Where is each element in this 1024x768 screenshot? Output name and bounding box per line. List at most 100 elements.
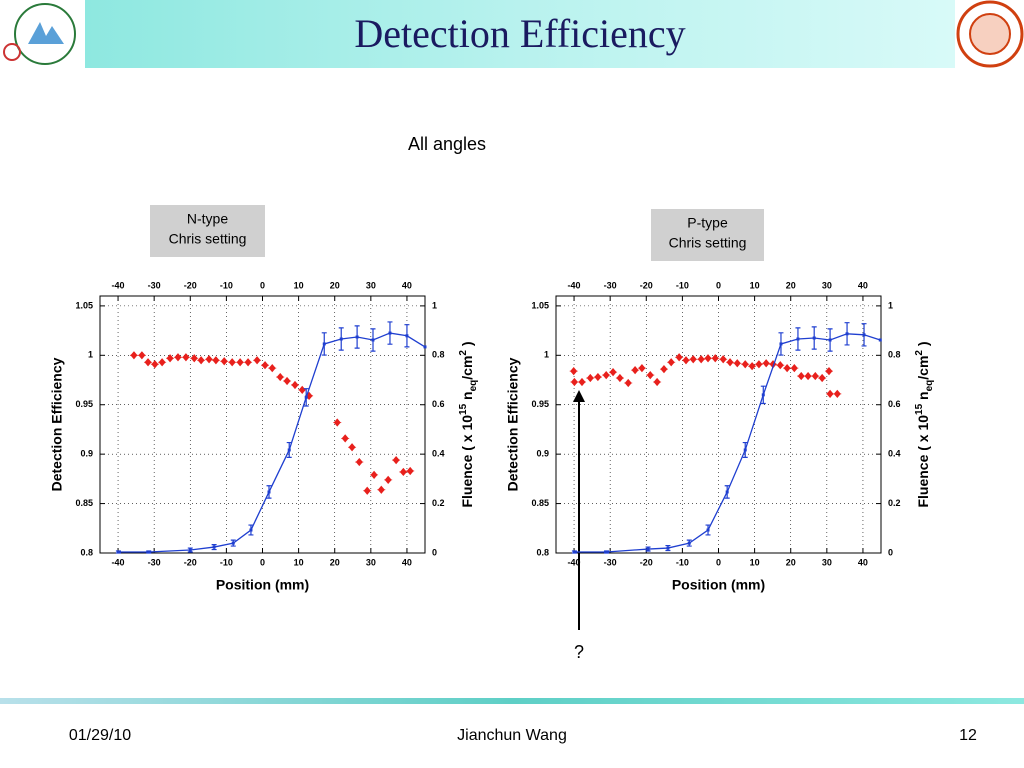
marker <box>339 337 343 341</box>
series-line <box>574 333 881 553</box>
x-top-tick-label: -10 <box>220 280 233 290</box>
footer-author: Jianchun Wang <box>457 727 567 744</box>
footer-date: 01/29/10 <box>69 727 131 744</box>
label-text: Chris setting <box>669 235 747 251</box>
marker <box>371 338 375 342</box>
x-tick-label: -10 <box>220 557 233 567</box>
y2-tick-label: 0.6 <box>432 399 445 409</box>
marker <box>818 373 827 383</box>
marker <box>406 466 415 476</box>
marker <box>804 371 813 381</box>
y2-tick-label: 0.6 <box>888 399 901 409</box>
x-top-tick-label: 0 <box>716 280 721 290</box>
x-tick-label: 20 <box>330 557 340 567</box>
x-tick-label: 0 <box>716 557 721 567</box>
series-line <box>118 332 426 553</box>
marker <box>609 367 618 377</box>
marker <box>631 366 640 375</box>
marker <box>593 372 602 382</box>
series <box>569 353 842 398</box>
marker <box>333 418 342 427</box>
series <box>129 351 415 495</box>
marker <box>228 358 237 367</box>
y2-axis-label-part: 2 <box>458 350 469 356</box>
marker <box>355 457 364 467</box>
x-tick-label: 20 <box>786 557 796 567</box>
x-tick-label: 40 <box>402 557 412 567</box>
marker <box>322 342 326 346</box>
y2-axis-label-part: 15 <box>458 403 469 415</box>
marker <box>796 337 800 341</box>
marker <box>253 356 262 365</box>
marker <box>578 377 586 387</box>
label-text: P-type <box>687 215 728 231</box>
x-tick-label: -30 <box>604 557 617 567</box>
x-top-tick-label: 40 <box>402 280 412 290</box>
y2-axis-label-part: ) <box>915 341 931 350</box>
marker <box>704 354 713 363</box>
marker <box>646 547 650 551</box>
x-top-tick-label: 30 <box>822 280 832 290</box>
x-top-tick-label: -30 <box>604 280 617 290</box>
x-tick-label: 10 <box>750 557 760 567</box>
marker <box>697 355 706 364</box>
marker <box>667 358 676 367</box>
marker <box>287 448 291 452</box>
marker <box>762 359 771 368</box>
label-box <box>150 205 265 257</box>
header-band <box>85 0 955 68</box>
series <box>115 321 427 554</box>
x-top-tick-label: 20 <box>330 280 340 290</box>
y2-axis-label-part: n <box>915 391 931 403</box>
marker <box>190 354 199 363</box>
marker <box>423 345 427 349</box>
x-tick-label: -20 <box>640 557 653 567</box>
marker <box>790 364 799 373</box>
y-tick-label: 1.05 <box>531 300 549 310</box>
arrow-head <box>573 390 585 402</box>
y-tick-label: 1 <box>544 350 549 360</box>
y-tick-label: 0.8 <box>536 547 549 557</box>
y2-axis-label: Fluence ( x 1015 neq/cm2 ) <box>914 341 935 507</box>
subtitle: All angles <box>408 134 486 154</box>
y-tick-label: 0.9 <box>536 449 549 459</box>
marker <box>137 351 146 360</box>
y-tick-label: 0.85 <box>531 498 549 508</box>
marker <box>826 389 835 398</box>
marker <box>399 467 408 477</box>
y2-axis-label-part: 2 <box>914 350 925 356</box>
y2-axis-label-part: n <box>459 391 475 403</box>
footer-band <box>0 698 1024 704</box>
marker <box>188 548 192 552</box>
marker <box>825 367 833 376</box>
y2-tick-label: 0.4 <box>888 449 901 459</box>
x-top-tick-label: 40 <box>858 280 868 290</box>
y2-tick-label: 0.8 <box>432 350 445 360</box>
marker <box>797 371 806 381</box>
marker <box>783 364 792 373</box>
x-top-tick-label: -30 <box>148 280 161 290</box>
y2-axis-label-part: Fluence ( x 10 <box>915 415 931 508</box>
marker <box>283 376 292 386</box>
marker <box>220 357 229 366</box>
slide-title: Detection Efficiency <box>354 11 685 56</box>
marker <box>779 342 783 346</box>
marker <box>602 370 611 380</box>
label-text: Chris setting <box>169 231 247 247</box>
x-top-tick-label: -40 <box>112 280 125 290</box>
logo-right <box>956 0 1024 68</box>
marker <box>687 541 691 545</box>
y2-axis-label-part: /cm <box>915 356 931 380</box>
marker <box>377 485 386 494</box>
marker <box>304 395 308 399</box>
marker <box>726 358 735 367</box>
y-tick-label: 1.05 <box>75 300 93 310</box>
marker <box>276 372 285 382</box>
marker <box>166 354 175 363</box>
x-tick-label: -40 <box>568 557 581 567</box>
marker <box>653 377 662 387</box>
marker <box>812 336 816 340</box>
x-axis-label: Position (mm) <box>216 577 309 593</box>
marker <box>298 385 307 395</box>
